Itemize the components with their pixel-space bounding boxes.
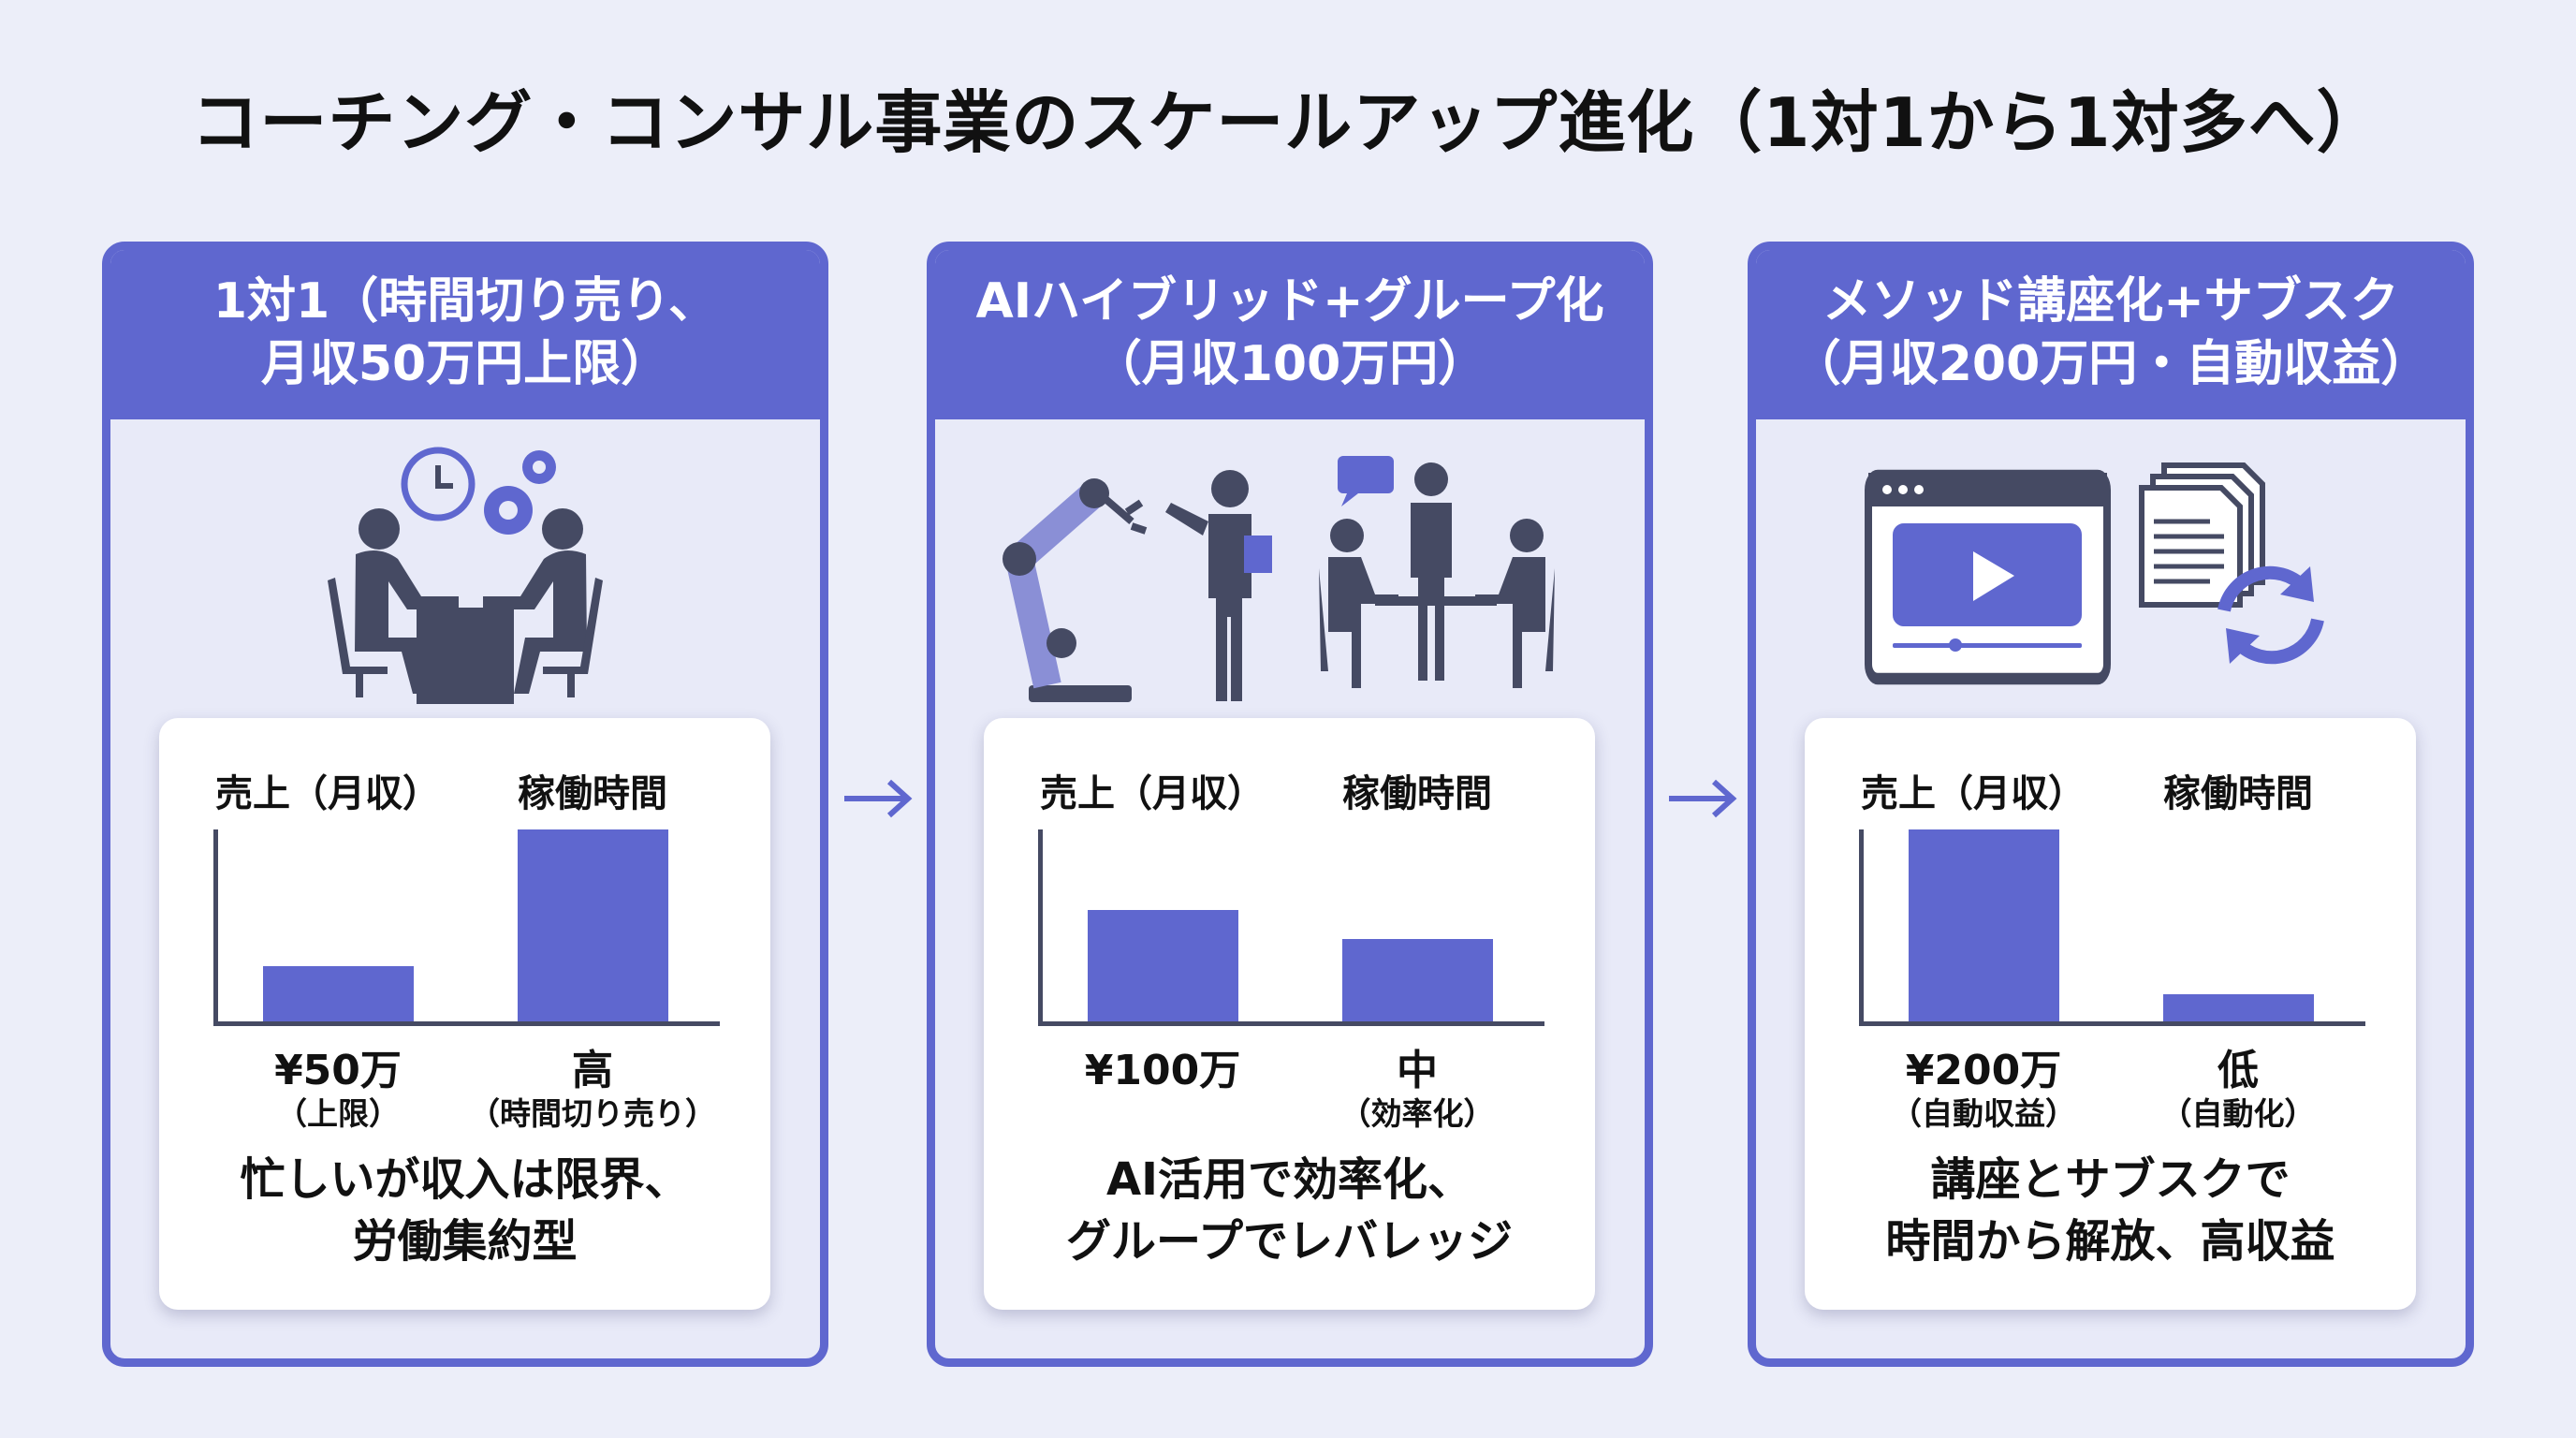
chart-x-axis <box>1859 1021 2365 1026</box>
header-line: （月収200万円・自動収益） <box>1792 336 2430 392</box>
sublabel-hours: （時間切り売り） <box>469 1095 716 1132</box>
bar-revenue <box>1909 829 2059 1021</box>
header-line: AIハイブリッド+グループ化 <box>975 273 1604 330</box>
panel-illustration <box>1756 447 2466 709</box>
header-line: 月収50万円上限） <box>260 336 670 392</box>
chart-x-axis <box>213 1021 720 1026</box>
chart-header-revenue: 売上（月収） <box>215 772 440 815</box>
summary-line: 忙しいが収入は限界、 <box>240 1153 690 1206</box>
comparison-card: 売上（月収） 稼働時間 ¥100万 中 （効率化） AI活用で効率化、 グループ… <box>984 718 1595 1310</box>
value-label-revenue: ¥50万 <box>274 1047 402 1094</box>
robot-arm-icon <box>1003 478 1148 702</box>
panel-header: AIハイブリッド+グループ化 （月収100万円） <box>935 250 1645 419</box>
comparison-card: 売上（月収） 稼働時間 ¥50万 高 （上限） （時間切り売り） 忙しいが収入は… <box>159 718 770 1310</box>
chart-header-hours: 稼働時間 <box>518 772 667 815</box>
chart-x-axis <box>1038 1021 1544 1026</box>
summary-line: グループでレバレッジ <box>1065 1215 1514 1268</box>
arrow-right-icon <box>1669 779 1737 818</box>
clock-icon <box>401 447 476 521</box>
panel-header: 1対1（時間切り売り、 月収50万円上限） <box>110 250 820 419</box>
value-label-hours: 低 <box>2217 1047 2259 1094</box>
value-label-hours: 中 <box>1397 1047 1438 1094</box>
documents-sync-icon <box>2139 462 2324 665</box>
comparison-card: 売上（月収） 稼働時間 ¥200万 低 （自動収益） （自動化） 講座とサブスク… <box>1805 718 2416 1310</box>
chart-header-revenue: 売上（月収） <box>1040 772 1265 815</box>
summary-text: 講座とサブスクで 時間から解放、高収益 <box>1805 1149 2416 1272</box>
chart-y-axis <box>213 829 218 1026</box>
summary-text: AI活用で効率化、 グループでレバレッジ <box>984 1149 1595 1272</box>
summary-line: 講座とサブスクで <box>1930 1153 2291 1206</box>
sublabel-hours: （自動化） <box>2160 1095 2316 1132</box>
value-label-revenue: ¥200万 <box>1905 1047 2062 1094</box>
bar-revenue <box>1088 910 1238 1021</box>
chart-header-hours: 稼働時間 <box>2163 772 2313 815</box>
value-label-hours: 高 <box>572 1047 613 1094</box>
panel-header: メソッド講座化+サブスク （月収200万円・自動収益） <box>1756 250 2466 419</box>
video-course-icon <box>1865 469 2111 685</box>
arrow-right-icon <box>844 779 913 818</box>
presenter-icon <box>1165 470 1272 701</box>
summary-line: 労働集約型 <box>352 1215 578 1268</box>
one-on-one-meeting-icon <box>328 508 603 704</box>
summary-text: 忙しいが収入は限界、 労働集約型 <box>159 1149 770 1272</box>
bar-hours <box>2163 994 2314 1021</box>
chart-y-axis <box>1038 829 1043 1026</box>
panel-illustration <box>110 447 820 709</box>
stage-panel-ai-hybrid: AIハイブリッド+グループ化 （月収100万円） 売上（月収） 稼働時間 <box>927 242 1653 1367</box>
page-title: コーチング・コンサル事業のスケールアップ進化（1対1から1対多へ） <box>191 83 2385 162</box>
chart-header-revenue: 売上（月収） <box>1861 772 2086 815</box>
bar-hours <box>1342 939 1493 1021</box>
sublabel-revenue: （上限） <box>276 1095 400 1132</box>
stage-panel-method-subscription: メソッド講座化+サブスク （月収200万円・自動収益） 売上（月収） <box>1748 242 2474 1367</box>
bar-revenue <box>263 966 414 1021</box>
summary-line: AI活用で効率化、 <box>1105 1153 1472 1206</box>
chart-header-hours: 稼働時間 <box>1342 772 1492 815</box>
header-line: 1対1（時間切り売り、 <box>212 273 718 330</box>
chart-y-axis <box>1859 829 1864 1026</box>
value-label-revenue: ¥100万 <box>1084 1047 1241 1094</box>
header-line: メソッド講座化+サブスク <box>1822 273 2399 330</box>
bar-hours <box>518 829 668 1021</box>
stage-panel-one-on-one: 1対1（時間切り売り、 月収50万円上限） 売上（月収） 稼働時間 ¥50万 高… <box>102 242 828 1367</box>
group-meeting-icon <box>1319 456 1555 688</box>
header-line: （月収100万円） <box>1092 336 1487 392</box>
summary-line: 時間から解放、高収益 <box>1885 1215 2335 1268</box>
gears-icon <box>484 450 556 535</box>
sublabel-revenue: （自動収益） <box>1891 1095 2076 1132</box>
sublabel-hours: （効率化） <box>1339 1095 1495 1132</box>
panel-illustration <box>935 447 1645 709</box>
